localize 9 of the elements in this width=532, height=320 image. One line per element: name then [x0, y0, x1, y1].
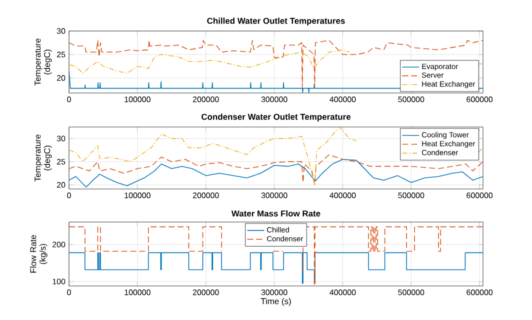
chart-title: Water Mass Flow Rate [231, 210, 320, 216]
chart-title: Condenser Water Outlet Temperature [202, 114, 351, 122]
line-series [69, 40, 484, 88]
chart-title: Chilled Water Outlet Temperatures [207, 18, 345, 26]
y-axis-title: Temperature (degC) [34, 134, 52, 182]
y-axis-title: Flow Rate (kg/s) [30, 235, 48, 273]
line-series [69, 158, 484, 188]
x-axis-title: Time (s) [260, 298, 291, 306]
y-axis-title: Temperature (degC) [34, 38, 52, 86]
